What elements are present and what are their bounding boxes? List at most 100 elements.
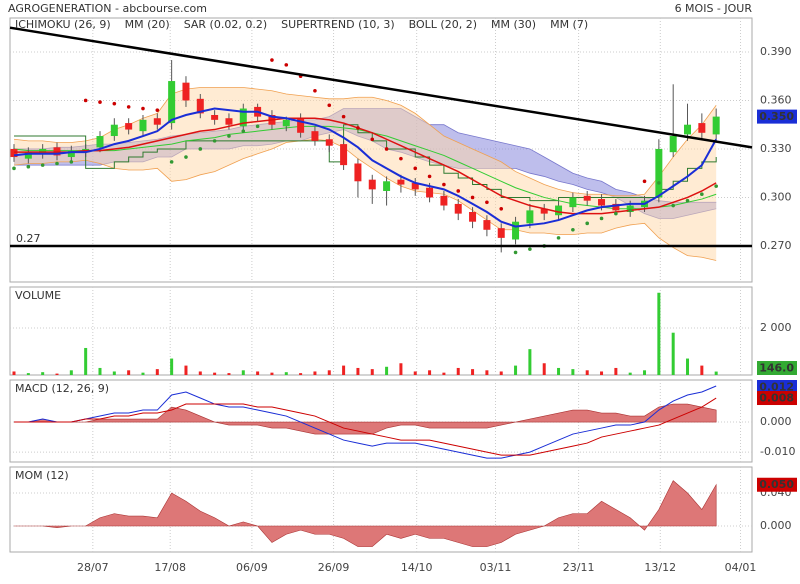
y-tick-label: 0.000 <box>760 519 792 532</box>
sar-dot <box>184 155 188 159</box>
sar-dot <box>456 189 461 193</box>
area <box>14 480 717 547</box>
candle-body <box>125 123 133 130</box>
period: 6 MOIS - JOUR <box>675 2 753 15</box>
panel <box>9 286 753 376</box>
value-badge-label: 0.008 <box>759 392 794 405</box>
candle-body <box>426 187 434 198</box>
sar-dot <box>485 200 489 205</box>
y-tick-label: 0.270 <box>760 239 792 252</box>
candle-body <box>211 114 219 120</box>
boll-band <box>14 87 717 261</box>
candle-body <box>526 210 534 224</box>
candle-body <box>440 195 448 206</box>
volume-bar <box>643 370 647 375</box>
sar-dot <box>585 221 590 226</box>
series-line <box>14 385 717 459</box>
trendline <box>9 26 753 149</box>
y-tick-label: 0.330 <box>760 142 792 155</box>
sar-dot <box>700 192 704 197</box>
volume-bar <box>112 371 116 375</box>
candle-body <box>555 205 563 216</box>
sar-dot <box>714 184 718 188</box>
volume-bar <box>499 371 503 375</box>
volume-bar <box>41 372 45 375</box>
sar-dot <box>98 100 102 104</box>
volume-bar <box>26 373 30 375</box>
sar-dot <box>599 216 604 221</box>
sar-dot <box>155 108 160 112</box>
candle-body <box>512 221 520 240</box>
sar-dot <box>169 160 174 164</box>
volume-bar <box>442 372 446 375</box>
panel-title: MOM (12) <box>15 469 69 482</box>
candle-body <box>583 195 591 201</box>
y-tick-label: 0.360 <box>760 93 792 106</box>
volume-bar <box>557 367 561 375</box>
sar-dot <box>657 181 661 185</box>
candle-body <box>53 147 61 156</box>
y-tick-label: -0.010 <box>760 445 795 458</box>
sar-dot <box>126 105 131 109</box>
volume-bar <box>456 367 460 375</box>
sar-dot <box>399 156 403 161</box>
candle-body <box>340 144 348 166</box>
value-badge-label: 0.050 <box>759 478 794 491</box>
volume-bar <box>12 371 16 375</box>
sar-dot <box>571 227 575 232</box>
sar-dot <box>83 98 88 103</box>
candle-body <box>655 148 663 198</box>
volume-bar <box>628 372 632 375</box>
series-line <box>14 117 717 215</box>
volume-bar <box>671 332 675 375</box>
candle-body <box>24 152 32 159</box>
volume-bar <box>686 358 690 375</box>
sar-dot <box>69 160 74 164</box>
candle-body <box>383 181 391 191</box>
candle-body <box>239 108 247 127</box>
series-line <box>13 138 717 261</box>
volume-bar <box>370 369 374 375</box>
x-tick-label: 03/11 <box>480 561 512 574</box>
candle-body <box>569 197 577 208</box>
volume-bar <box>471 369 475 375</box>
sar-dot <box>327 103 332 108</box>
volume-bar <box>55 373 59 375</box>
candle-body <box>39 148 47 154</box>
sar-dot <box>614 211 618 216</box>
volume-bar <box>198 371 202 375</box>
sar-dot <box>427 174 432 179</box>
x-tick-label: 23/11 <box>563 561 595 574</box>
volume-bar <box>256 371 260 375</box>
candle-body <box>684 124 692 135</box>
sar-dot <box>26 164 31 169</box>
candle-body <box>354 163 362 182</box>
candle-body <box>196 98 204 114</box>
volume-bar <box>514 365 518 375</box>
sar-dot <box>370 137 375 142</box>
value-badge <box>757 391 797 406</box>
sar-dot <box>255 124 260 129</box>
volume-bar <box>399 363 403 375</box>
candle-body <box>225 118 233 125</box>
volume-bar <box>428 370 432 375</box>
sar-dot <box>470 195 475 200</box>
candle-body <box>110 124 118 137</box>
y-tick-label: 0.000 <box>760 415 792 428</box>
volume-bar <box>413 371 417 375</box>
legend-entry: MM (20) <box>125 18 170 31</box>
volume-bar <box>299 373 303 375</box>
sar-dot <box>685 198 690 203</box>
candle-body <box>368 179 376 190</box>
sar-dot <box>528 247 532 251</box>
legend-entry: MM (7) <box>550 18 588 31</box>
volume-bar <box>141 372 145 375</box>
volume-bar <box>227 373 231 375</box>
panel-title: VOLUME <box>15 289 61 302</box>
candle-body <box>10 148 18 158</box>
sar-dot <box>413 166 418 171</box>
volume-bar <box>571 369 575 375</box>
candle-body <box>712 116 720 135</box>
volume-bar <box>213 372 217 375</box>
sar-dot <box>384 147 389 151</box>
